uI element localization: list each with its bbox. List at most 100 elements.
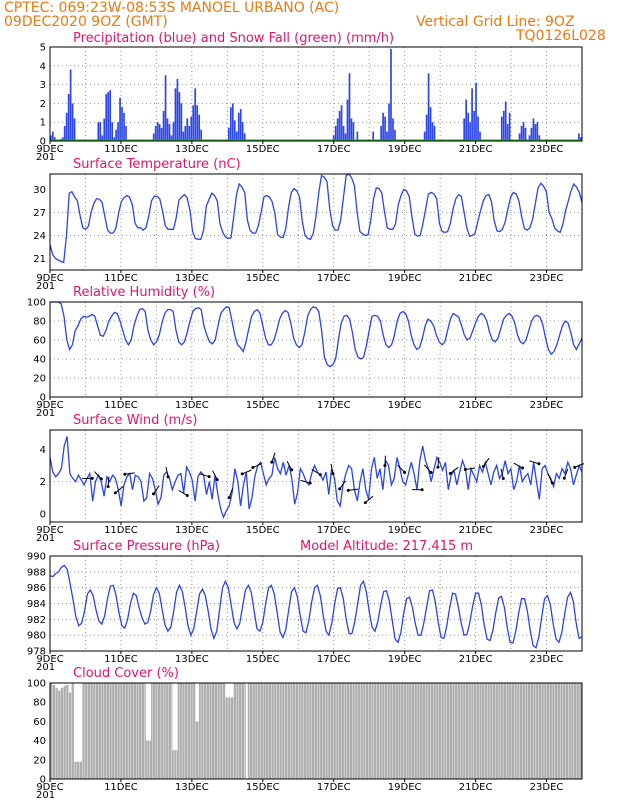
wind-vector-head <box>520 466 524 470</box>
y-tick-label: 24 <box>33 231 46 242</box>
cloud-bar <box>63 685 66 779</box>
cloud-bar <box>463 683 466 779</box>
x-year-label: 201 <box>36 662 55 673</box>
precip-bar <box>340 105 343 141</box>
precip-bar <box>160 127 163 141</box>
plot-frame <box>49 682 583 780</box>
cloud-bar <box>490 683 493 779</box>
cloud-bar <box>209 683 212 779</box>
cloud-bar <box>479 683 482 779</box>
cloud-bar <box>344 683 347 779</box>
cloud-bar <box>198 683 201 779</box>
precip-bar <box>198 114 201 141</box>
precip-bar <box>388 103 390 141</box>
precip-bar <box>152 133 155 141</box>
x-tick-label: 17DEC <box>317 273 351 284</box>
cloud-bar <box>522 683 525 779</box>
panel-subtitle: Model Altitude: 217.415 m <box>300 539 473 554</box>
precip-bar <box>334 125 337 141</box>
cloud-bar <box>168 683 172 779</box>
y-tick-label: 20 <box>33 755 46 766</box>
wind-vector <box>513 462 523 469</box>
cloud-bar <box>239 683 242 779</box>
precip-bar <box>61 137 64 141</box>
precip-bar <box>372 131 375 141</box>
cloud-bar <box>409 683 412 779</box>
cloud-bar <box>549 683 552 779</box>
cloud-bar <box>552 683 555 779</box>
cloud-bar <box>328 683 331 779</box>
y-tick-label: 2 <box>40 99 46 110</box>
cloud-bar <box>390 683 393 779</box>
wind-vector-head <box>106 485 110 489</box>
wind-vector-head <box>331 472 335 476</box>
cloud-bar <box>417 683 420 779</box>
precip-bar <box>524 127 527 141</box>
cloud-bar <box>82 683 85 779</box>
cloud-bar <box>206 683 209 779</box>
y-tick-label: 984 <box>27 599 46 610</box>
wind-vector-head <box>448 471 452 475</box>
cloud-bar <box>203 683 207 779</box>
cloud-bar <box>185 683 188 779</box>
precip-bar <box>227 127 230 141</box>
series-line <box>49 564 583 649</box>
cloud-bar <box>71 683 74 779</box>
precip-bar <box>123 112 125 141</box>
cloud-bar <box>68 692 72 779</box>
cloud-bar <box>384 683 388 779</box>
cloud-bar <box>314 683 317 779</box>
plot-frame <box>49 429 583 523</box>
precip-bar <box>99 122 102 141</box>
x-tick-label: 21DEC <box>459 400 493 411</box>
wind-vector-head <box>113 491 117 495</box>
cloud-bar <box>509 683 512 779</box>
y-tick-label: 986 <box>27 583 46 594</box>
wind-vector-head <box>562 476 566 480</box>
y-tick-label: 21 <box>33 254 46 265</box>
x-tick-label: 19DEC <box>388 400 422 411</box>
cloud-bar <box>492 683 496 779</box>
precip-bar <box>471 88 473 141</box>
cloud-bar <box>530 683 533 779</box>
precip-bar <box>350 118 353 141</box>
y-tick-label: 3 <box>40 80 46 91</box>
plot-frame <box>49 173 583 271</box>
cloud-bar <box>112 683 115 779</box>
cloud-bar <box>411 683 415 779</box>
y-tick-label: 0 <box>40 509 46 520</box>
panel-0: 0 1 2 3 4 5 9DEC 11DEC 13DEC 15DEC 17DEC 19DEC 21DEC… <box>36 31 583 163</box>
wind-vector-head <box>240 472 244 476</box>
cloud-gap <box>195 683 199 722</box>
cloud-bar <box>60 687 64 779</box>
cloud-bar <box>287 683 290 779</box>
precip-bar <box>382 112 384 141</box>
precip-bar <box>342 125 345 141</box>
cloud-bar <box>527 683 531 779</box>
wind-vector-head <box>99 477 103 481</box>
cloud-bar <box>506 683 509 779</box>
wind-vector-head <box>270 460 274 464</box>
x-tick-label: 19DEC <box>388 654 422 665</box>
wind-vector <box>228 488 234 498</box>
cloud-bar <box>279 683 282 779</box>
cloud-bar <box>484 683 488 779</box>
precip-bar <box>170 135 173 141</box>
y-tick-label: 60 <box>33 717 46 728</box>
cloud-bar <box>212 683 215 779</box>
precip-bar <box>154 125 157 141</box>
cloud-bar <box>193 683 196 779</box>
x-tick-label: 23DEC <box>530 782 564 793</box>
x-tick-label: 9DEC <box>36 400 63 411</box>
cloud-bar <box>109 683 112 779</box>
precip-bar <box>243 133 246 141</box>
y-tick-label: 4 <box>40 61 46 72</box>
cloud-bar <box>166 683 169 779</box>
wind-vector-head <box>363 501 367 505</box>
y-tick-label: 4 <box>40 445 46 456</box>
x-tick-label: 13DEC <box>175 654 209 665</box>
cloud-bar <box>387 683 390 779</box>
cloud-bar <box>449 683 452 779</box>
cloud-bar <box>571 683 574 779</box>
cloud-bar <box>290 683 293 779</box>
